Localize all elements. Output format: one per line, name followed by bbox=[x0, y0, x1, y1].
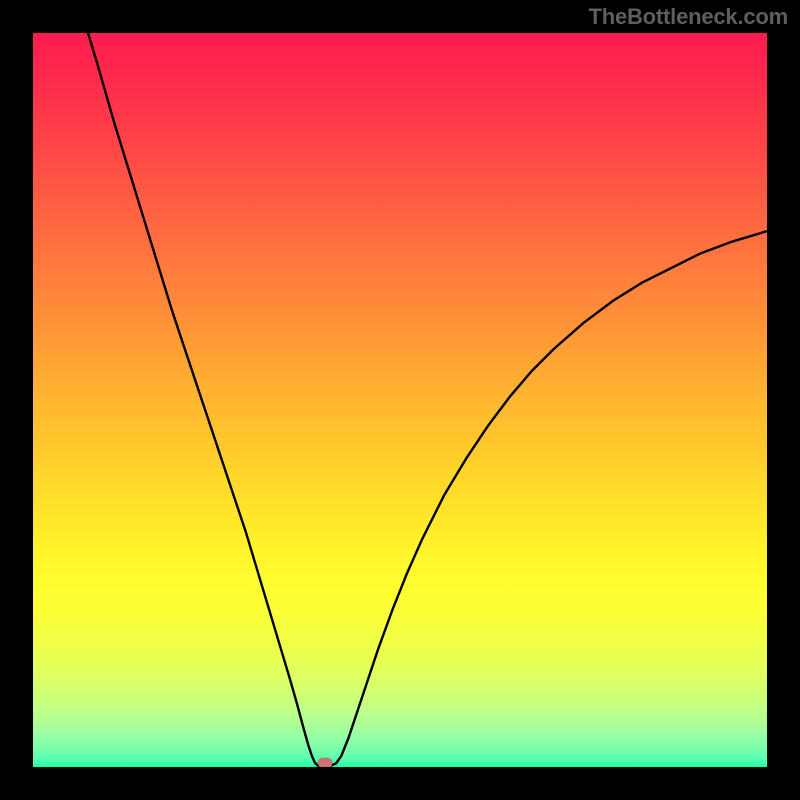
optimum-marker bbox=[318, 758, 333, 767]
gradient-background bbox=[33, 33, 767, 767]
watermark-text: TheBottleneck.com bbox=[588, 4, 788, 30]
chart-canvas: TheBottleneck.com bbox=[0, 0, 800, 800]
plot-area bbox=[33, 33, 767, 767]
chart-svg bbox=[33, 33, 767, 767]
